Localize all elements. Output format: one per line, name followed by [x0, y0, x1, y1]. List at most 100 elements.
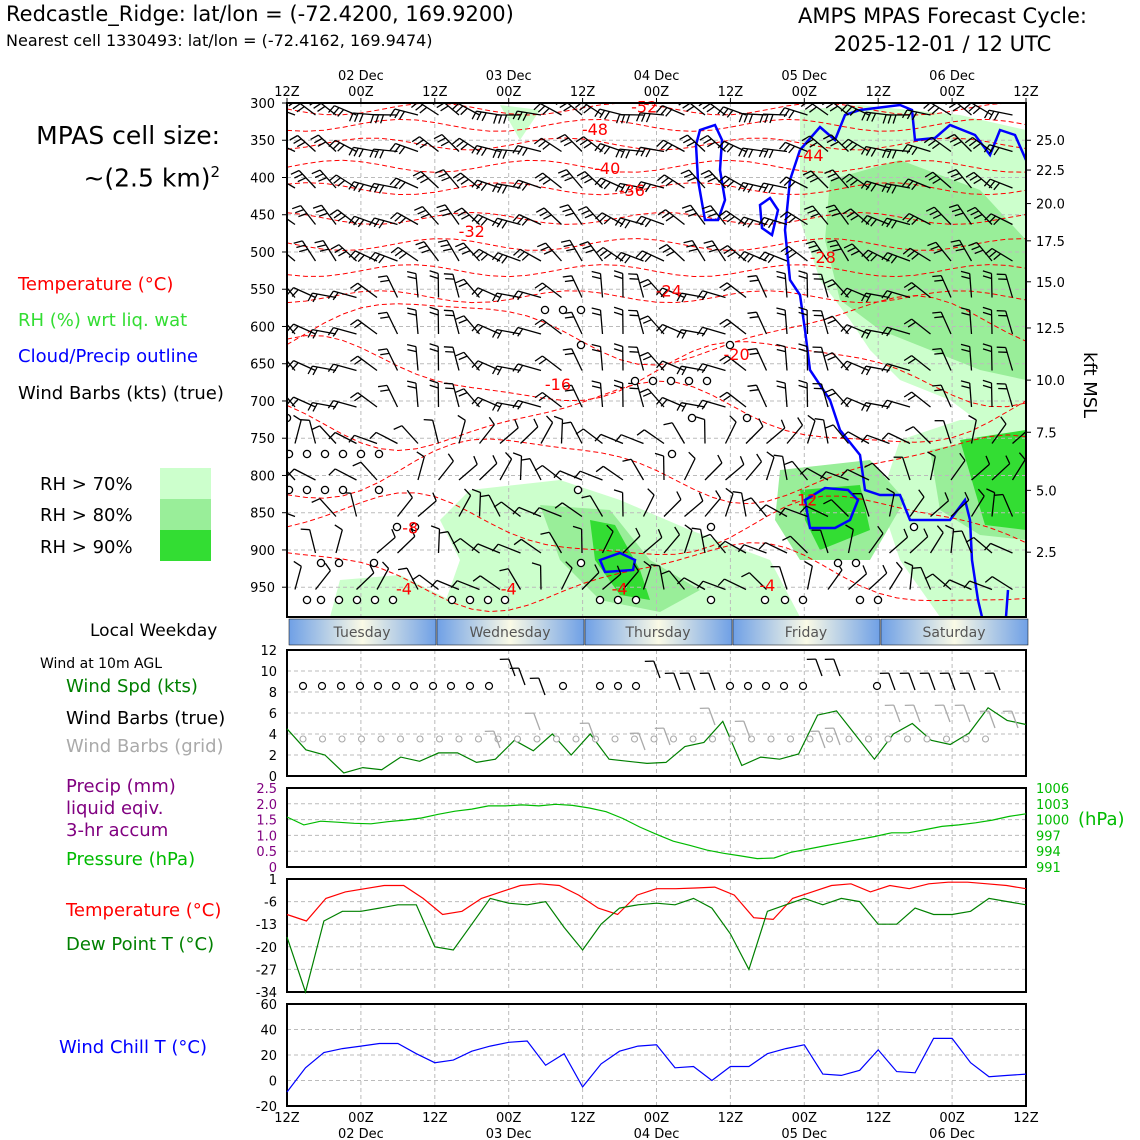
calm-wind-marker: [355, 681, 365, 691]
wind-barb: [643, 560, 652, 568]
wind-barb: [909, 247, 931, 262]
wind-barb: [769, 114, 774, 124]
wind-barb: [476, 325, 484, 334]
wind-barb: [745, 426, 764, 444]
wind-barb: [603, 146, 611, 155]
wind-barb: [620, 434, 644, 445]
panel-tick-label: -20: [256, 941, 277, 956]
wind-barb: [832, 424, 850, 444]
wind-barb: [309, 529, 317, 554]
pressure-tick-label: 550: [250, 283, 275, 298]
wind-barb: [865, 147, 872, 156]
pressure-tick-label: 991: [1036, 861, 1061, 876]
wind-barb: [443, 169, 460, 189]
wind-barb: [460, 537, 480, 554]
wind-barb: [954, 134, 972, 152]
wind-barb: [354, 322, 363, 329]
wind-barb: [762, 113, 788, 116]
wind-barb: [327, 290, 334, 299]
wind-barb: [964, 136, 973, 144]
wind-barb: [517, 401, 524, 410]
calm-wind-marker: [369, 558, 379, 568]
grid-calm-marker: [903, 735, 912, 743]
calm-wind-marker: [356, 449, 366, 459]
wind-barb: [496, 365, 521, 372]
wind-barb: [723, 358, 732, 365]
wind-barb: [440, 243, 450, 248]
wind-barb: [636, 383, 645, 408]
panel-tick-label: 2: [269, 749, 277, 764]
wind-barb: [640, 112, 665, 116]
wind-barb: [599, 310, 604, 335]
wind-barb: [463, 388, 480, 408]
wind-barb: [452, 537, 461, 545]
wind-barb: [291, 362, 299, 370]
wind-barb: [641, 215, 665, 226]
wind-barb: [972, 136, 993, 153]
wind-barb: [415, 241, 425, 246]
wind-barb: [642, 566, 652, 590]
wind-barb: [993, 111, 1000, 121]
wind-barb: [811, 248, 821, 253]
wind-barb: [492, 365, 498, 375]
wind-barb: [784, 273, 788, 298]
wind-barb: [276, 110, 282, 117]
wind-barb: [479, 462, 498, 481]
wind-barb: [452, 172, 462, 179]
panel-frame: [286, 787, 1027, 868]
wind-barb: [742, 218, 749, 227]
temperature-label: -40: [594, 159, 620, 178]
wind-barb: [991, 576, 1013, 591]
wind-barb: [842, 208, 852, 215]
wind-barb: [955, 169, 972, 189]
wind-barb: [968, 672, 976, 691]
wind-barb: [348, 181, 355, 190]
wind-barb: [332, 365, 339, 374]
time-tick-label: 12Z: [570, 85, 596, 100]
wind-barb: [629, 351, 639, 353]
wind-barb: [477, 543, 501, 554]
wind-barb: [687, 134, 706, 152]
time-tick-label: 12Z: [1013, 85, 1039, 100]
wind-barb: [940, 311, 952, 335]
wind-barb: [708, 707, 716, 726]
wind-barb: [895, 561, 903, 570]
wind-barb: [419, 106, 428, 114]
wind-barb: [886, 363, 911, 372]
wind-barb: [533, 418, 539, 428]
wind-barb: [543, 214, 552, 220]
wind-barb: [806, 173, 815, 180]
wind-barb: [572, 525, 582, 530]
wind-barb: [518, 506, 542, 518]
wind-barb: [866, 214, 890, 226]
wind-barb: [911, 147, 918, 156]
wind-barb: [862, 565, 868, 574]
wind-barb: [663, 727, 671, 746]
wind-barb: [907, 250, 915, 258]
wind-barb: [532, 507, 540, 516]
time-tick-label: 00Z: [939, 85, 965, 100]
wind-barb: [656, 324, 663, 332]
wind-barb: [430, 525, 440, 530]
wind-barb: [804, 103, 813, 110]
wind-barb: [591, 270, 601, 275]
temperature-contour: [287, 295, 1026, 366]
wind-barb: [591, 380, 601, 384]
wind-barb: [961, 348, 971, 353]
wind-barb: [718, 175, 726, 183]
wind-barb: [394, 108, 419, 116]
wind-barb: [636, 274, 645, 298]
wind-barb: [1002, 494, 1014, 517]
wind-barb: [463, 278, 480, 298]
wind-barb: [476, 216, 484, 224]
wind-barb: [662, 105, 685, 116]
calm-wind-marker: [388, 595, 398, 605]
wind-barb: [505, 451, 513, 460]
wind-barb: [865, 329, 890, 335]
wind-barb: [929, 456, 936, 481]
wind-barb: [1012, 430, 1026, 444]
wind-barb: [389, 177, 397, 186]
wind-barb: [660, 326, 668, 334]
wind-barb: [889, 536, 908, 554]
